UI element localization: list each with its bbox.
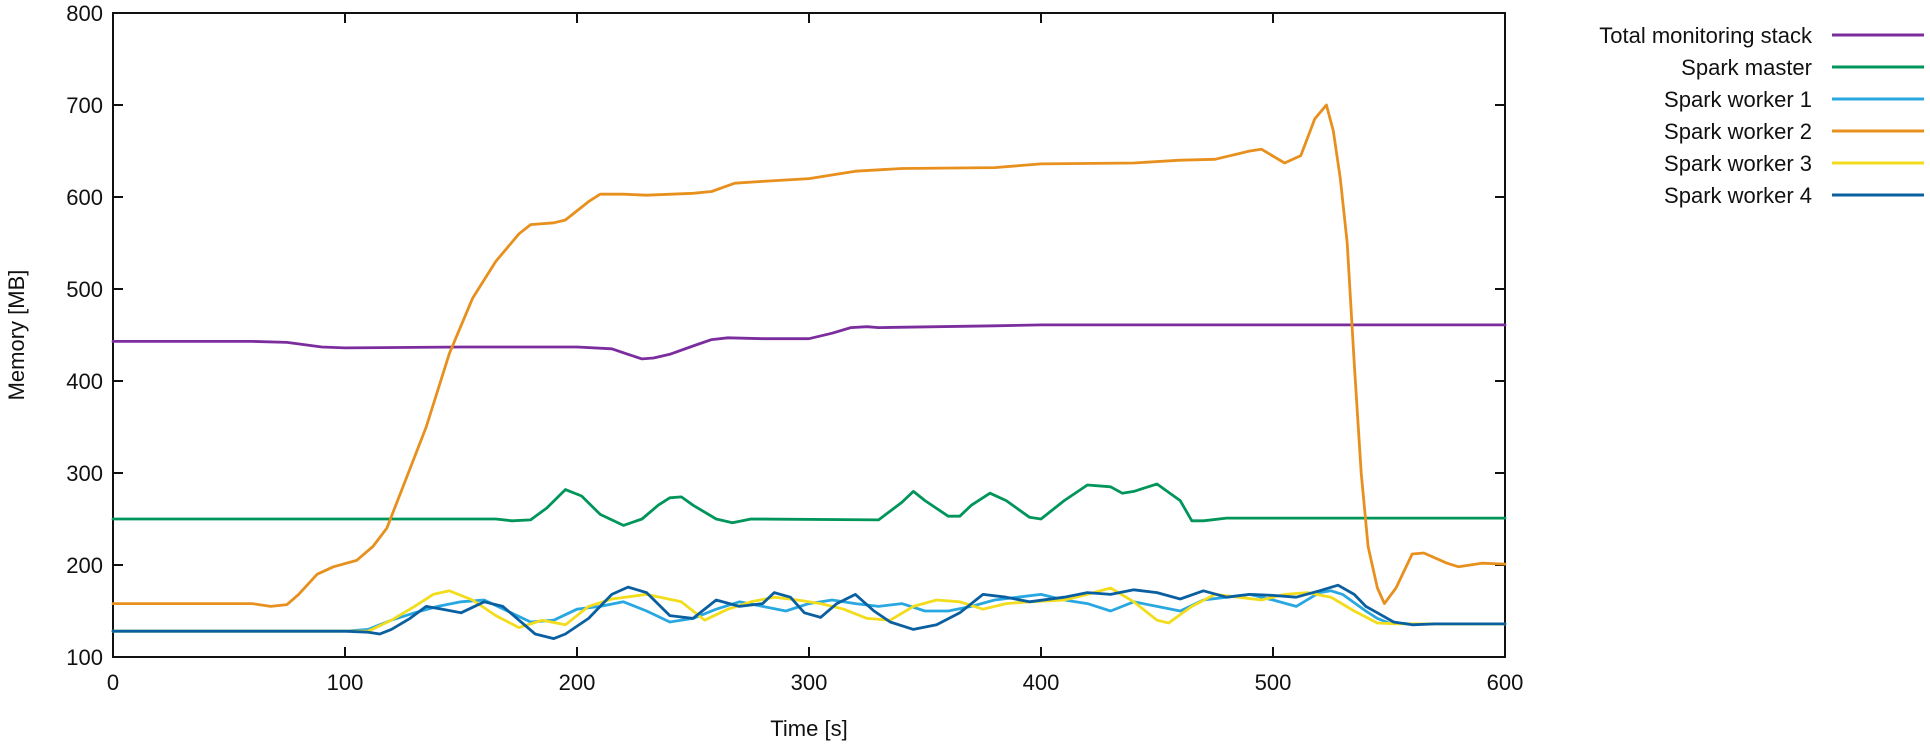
y-tick-label: 200 (66, 553, 103, 578)
y-axis-ticks: 100 200 300 400 500 600 700 800 (66, 1, 1505, 670)
legend-label-spark-worker-2: Spark worker 2 (1664, 119, 1812, 144)
x-tick-label: 100 (327, 670, 364, 695)
legend-label-spark-worker-1: Spark worker 1 (1664, 87, 1812, 112)
series-lines (111, 103, 1507, 640)
series-line-spark-worker-4 (111, 583, 1507, 640)
y-tick-label: 500 (66, 277, 103, 302)
y-tick-label: 400 (66, 369, 103, 394)
x-axis-ticks: 0 100 200 300 400 500 600 (107, 13, 1523, 695)
plot-area-frame (112, 12, 1506, 658)
x-tick-label: 500 (1255, 670, 1292, 695)
legend-label-spark-master: Spark master (1681, 55, 1812, 80)
y-tick-label: 300 (66, 461, 103, 486)
series-line-spark-master (111, 482, 1507, 527)
legend-label-spark-worker-3: Spark worker 3 (1664, 151, 1812, 176)
series-line-total-monitoring-stack (111, 323, 1507, 361)
x-tick-label: 400 (1023, 670, 1060, 695)
x-tick-label: 600 (1487, 670, 1524, 695)
series-line-spark-worker-3 (111, 586, 1507, 633)
series-line-spark-worker-2 (111, 103, 1507, 608)
y-axis-title: Memory [MB] (4, 270, 29, 401)
x-axis-title: Time [s] (770, 716, 847, 741)
y-tick-label: 600 (66, 185, 103, 210)
legend: Total monitoring stack Spark master Spark … (1599, 23, 1924, 208)
y-tick-label: 100 (66, 645, 103, 670)
legend-label-total-monitoring-stack: Total monitoring stack (1599, 23, 1813, 48)
y-tick-label: 800 (66, 1, 103, 26)
x-tick-label: 200 (559, 670, 596, 695)
y-tick-label: 700 (66, 93, 103, 118)
legend-label-spark-worker-4: Spark worker 4 (1664, 183, 1812, 208)
x-tick-label: 0 (107, 670, 119, 695)
x-tick-label: 300 (791, 670, 828, 695)
